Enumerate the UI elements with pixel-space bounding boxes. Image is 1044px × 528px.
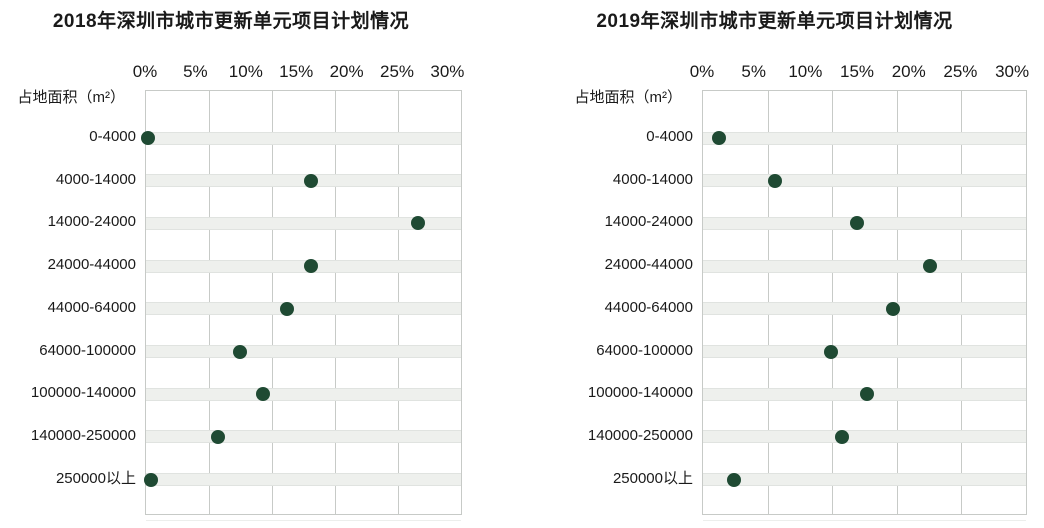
x-tick-label: 30% <box>995 62 1030 81</box>
category-label: 4000-14000 <box>612 170 693 188</box>
category-label: 250000以上 <box>55 469 136 487</box>
category-label: 0-4000 <box>646 128 693 145</box>
chart-title: 2019年深圳市城市更新单元项目计划情况 <box>596 11 953 32</box>
x-tick-label: 25% <box>943 62 978 81</box>
row-band <box>703 430 1026 444</box>
data-point-dot <box>304 173 319 188</box>
chart-title: 2018年深圳市城市更新单元项目计划情况 <box>52 11 410 32</box>
category-label: 64000-100000 <box>39 341 136 359</box>
data-point-dot <box>144 472 159 487</box>
data-point-dot <box>232 344 247 359</box>
chart-panel-2018: 2018年深圳市城市更新单元项目计划情况 250000以上 140000-2500… <box>0 0 465 528</box>
plot-column: 0% 5% 10% 15% 20% 25% 30% <box>133 42 465 521</box>
x-tick-label: 15% <box>279 62 314 81</box>
x-tick-label: 15% <box>840 62 875 81</box>
category-label: 100000-140000 <box>30 384 136 402</box>
data-point-dot <box>727 472 741 487</box>
category-label: 14000-24000 <box>47 213 136 231</box>
category-label: 250000以上 <box>612 469 693 487</box>
plot-shadow-line <box>703 520 1026 521</box>
category-label: 14000-24000 <box>604 213 693 231</box>
category-axis: 占地面积（m²） <box>522 42 702 515</box>
row-band <box>703 174 1026 188</box>
x-tick-label: 5% <box>183 62 208 81</box>
data-point-dot <box>210 429 225 444</box>
data-point-dot <box>280 301 295 316</box>
row-band <box>146 131 461 145</box>
chart-panel-2019: 2019年深圳市城市更新单元项目计划情况 250000以上 140000-2500… <box>522 0 1030 528</box>
x-tick-label: 20% <box>891 62 926 81</box>
category-label: 64000-100000 <box>596 341 693 359</box>
row-band <box>146 174 461 188</box>
data-point-dot <box>711 131 726 145</box>
data-point-dot <box>850 216 864 231</box>
x-tick-label: 20% <box>329 62 364 81</box>
chart-body: 250000以上 140000-250000 100000-140000 64000-… <box>0 42 465 521</box>
row-band <box>146 345 461 358</box>
y-axis-title: 占地面积（m²） <box>17 89 126 106</box>
category-label: 0-4000 <box>89 128 136 145</box>
row-band <box>146 387 461 401</box>
category-label: 100000-140000 <box>587 384 693 402</box>
chart-body: 250000以上 140000-250000 100000-140000 64000-… <box>522 42 1030 521</box>
data-point-dot <box>141 131 156 145</box>
plot-shadow-line <box>146 520 461 521</box>
data-point-dot <box>834 429 849 444</box>
x-tick-label: 30% <box>430 62 465 81</box>
data-point-dot <box>255 387 270 402</box>
x-tick-label: 10% <box>228 62 263 81</box>
data-point-dot <box>304 259 319 274</box>
row-band <box>146 216 461 230</box>
x-tick-label: 25% <box>379 62 415 81</box>
category-label: 4000-14000 <box>55 170 136 188</box>
data-point-dot <box>860 387 875 402</box>
category-label: 24000-44000 <box>604 256 693 274</box>
category-label: 140000-250000 <box>587 426 693 444</box>
category-label: 44000-64000 <box>47 298 136 316</box>
x-tick-label: 10% <box>788 62 823 81</box>
data-point-dot <box>923 259 938 274</box>
row-band <box>703 302 1026 316</box>
row-band <box>703 216 1026 230</box>
row-band <box>146 430 461 444</box>
plot-area <box>702 90 1027 521</box>
row-band <box>146 473 461 487</box>
plot-column: 0% 5% 10% 15% 20% 25% 30% <box>690 42 1030 521</box>
row-band <box>703 345 1026 358</box>
category-label: 24000-44000 <box>47 256 136 274</box>
plot-area <box>141 90 462 521</box>
x-axis-ticks: 0% 5% 10% 15% 20% 25% 30% <box>690 42 1030 90</box>
row-band <box>146 302 461 316</box>
x-tick-label: 0% <box>689 62 715 81</box>
row-band <box>703 473 1026 487</box>
row-band <box>703 259 1026 273</box>
data-point-dot <box>411 216 426 231</box>
row-band <box>703 131 1026 145</box>
x-tick-label: 0% <box>132 62 158 81</box>
category-label: 140000-250000 <box>30 426 136 444</box>
data-point-dot <box>824 344 839 359</box>
row-band <box>146 259 461 273</box>
y-axis-title: 占地面积（m²） <box>574 89 683 106</box>
category-axis: 占地面积（m²） <box>0 42 145 515</box>
data-point-dot <box>886 301 901 316</box>
x-axis-ticks: 0% 5% 10% 15% 20% 25% 30% <box>133 42 465 90</box>
category-label: 44000-64000 <box>604 298 693 316</box>
x-tick-label: 5% <box>741 62 766 81</box>
data-point-dot <box>768 173 783 188</box>
